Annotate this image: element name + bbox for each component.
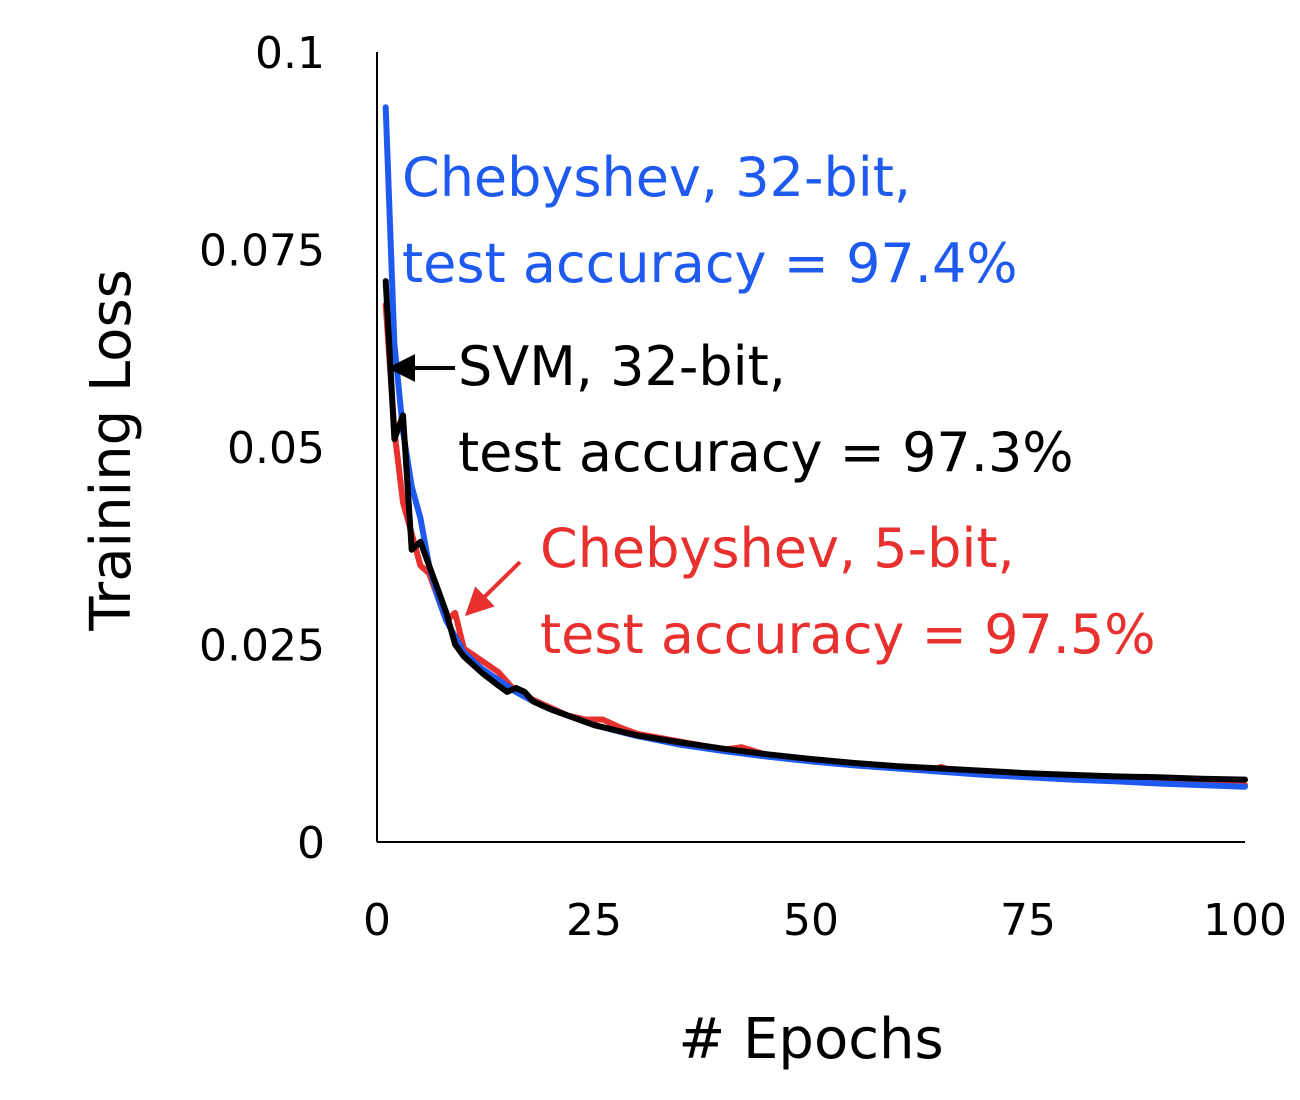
x-tick-label: 50: [783, 895, 839, 946]
annotation-text-1-1: test accuracy = 97.3%: [458, 421, 1074, 484]
annotation-text-2-1: test accuracy = 97.5%: [540, 603, 1156, 666]
x-tick-label: 0: [363, 895, 391, 946]
axes: [376, 52, 1245, 843]
annotation-text-2-0: Chebyshev, 5-bit,: [540, 517, 1015, 580]
y-tick-label: 0.025: [199, 621, 325, 672]
annotation-text-0-1: test accuracy = 97.4%: [402, 232, 1018, 295]
y-axis-title: Training Loss: [79, 269, 144, 632]
y-tick-label: 0: [297, 818, 325, 869]
annotation-arrows: [387, 354, 522, 616]
series-line-1: [382, 278, 1248, 783]
x-axis-title: # Epochs: [678, 1007, 943, 1072]
annotations: Chebyshev, 32-bit, test accuracy = 97.4% S…: [402, 146, 1156, 666]
y-tick-label: 0.05: [227, 423, 325, 474]
x-tick-label: 100: [1203, 895, 1287, 946]
series-lines: [382, 104, 1248, 790]
annotation-text-0-0: Chebyshev, 32-bit,: [402, 146, 911, 209]
y-tick-label: 0.1: [255, 28, 325, 79]
annotation-text-1-0: SVM, 32-bit,: [458, 335, 786, 398]
chebyshev-5bit-annotation-arrow: [465, 560, 522, 616]
tick-labels: 0 25 50 75 100 0 0.025 0.05 0.075 0.1: [199, 28, 1287, 946]
x-tick-label: 75: [1000, 895, 1056, 946]
x-tick-label: 25: [566, 895, 622, 946]
y-tick-label: 0.075: [199, 226, 325, 277]
